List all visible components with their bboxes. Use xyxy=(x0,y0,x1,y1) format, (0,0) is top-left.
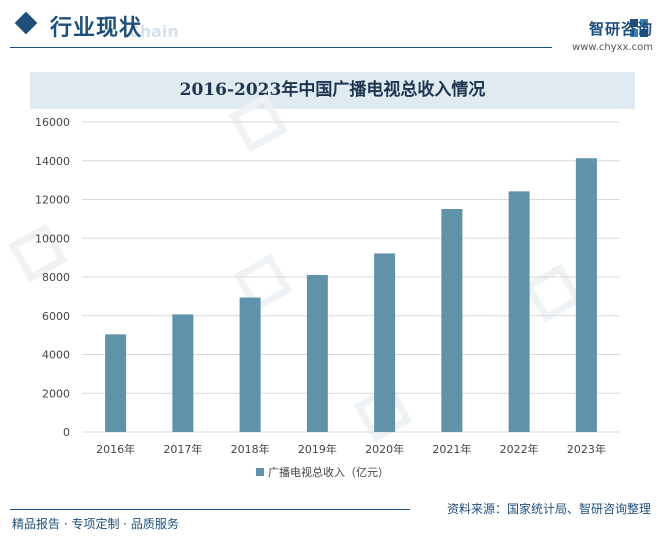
y-tick-label: 14000 xyxy=(35,155,70,168)
x-tick-label: 2020年 xyxy=(365,442,404,456)
bar xyxy=(306,274,328,432)
x-tick-label: 2021年 xyxy=(432,442,471,456)
x-tick-label: 2016年 xyxy=(96,442,135,456)
grid-lines xyxy=(82,121,620,433)
legend-label: 广播电视总收入（亿元） xyxy=(268,465,389,479)
bars xyxy=(105,158,597,433)
bar xyxy=(105,334,127,432)
y-tick-label: 8000 xyxy=(42,271,70,284)
brand-url: www.chyxx.com xyxy=(572,42,653,53)
bar xyxy=(508,191,530,432)
x-tick-label: 2019年 xyxy=(298,442,337,456)
x-tick-label: 2022年 xyxy=(500,442,539,456)
bar xyxy=(239,297,261,432)
x-tick-label: 2017年 xyxy=(163,442,202,456)
chart-title: 2016-2023年中国广播电视总收入情况 xyxy=(179,80,486,100)
y-tick-label: 4000 xyxy=(42,349,70,362)
brand-name: 智研咨询 xyxy=(588,20,653,38)
data-source: 资料来源：国家统计局、智研咨询整理 xyxy=(446,502,651,516)
section-title: 行业现状 xyxy=(50,16,143,41)
x-tick-label: 2023年 xyxy=(567,442,606,456)
page-header: Chain 行业现状 智研咨询 www.chyxx.com xyxy=(0,0,665,53)
bar xyxy=(374,253,396,432)
legend-swatch xyxy=(256,468,264,476)
bar xyxy=(575,158,597,433)
x-axis-ticks: 2016年 2017年 2018年 2019年 2020年 2021年 2022年 2023年 xyxy=(96,442,606,456)
section-ghost-text: Chain xyxy=(128,22,179,41)
y-tick-label: 12000 xyxy=(35,194,70,207)
footer-divider xyxy=(10,509,410,510)
brand-logo-icon xyxy=(630,19,648,37)
x-tick-label: 2018年 xyxy=(231,442,270,456)
y-tick-label: 0 xyxy=(63,426,70,439)
y-axis-ticks: 0 2000 4000 6000 8000 10000 12000 14000 16000 xyxy=(35,116,70,439)
bar-chart: 0 2000 4000 6000 8000 10000 12000 14000 16000 20… xyxy=(35,116,620,479)
footer-slogan: 精品报告 · 专项定制 · 品质服务 xyxy=(12,517,179,531)
chart-title-band: 2016-2023年中国广播电视总收入情况 xyxy=(30,72,635,109)
header-divider xyxy=(10,47,552,48)
y-tick-label: 2000 xyxy=(42,387,70,400)
bar xyxy=(172,314,194,432)
y-tick-label: 10000 xyxy=(35,232,70,245)
y-tick-label: 16000 xyxy=(35,116,70,129)
legend: 广播电视总收入（亿元） xyxy=(256,465,389,479)
y-tick-label: 6000 xyxy=(42,310,70,323)
diamond-icon xyxy=(14,11,38,35)
bar xyxy=(441,208,463,432)
